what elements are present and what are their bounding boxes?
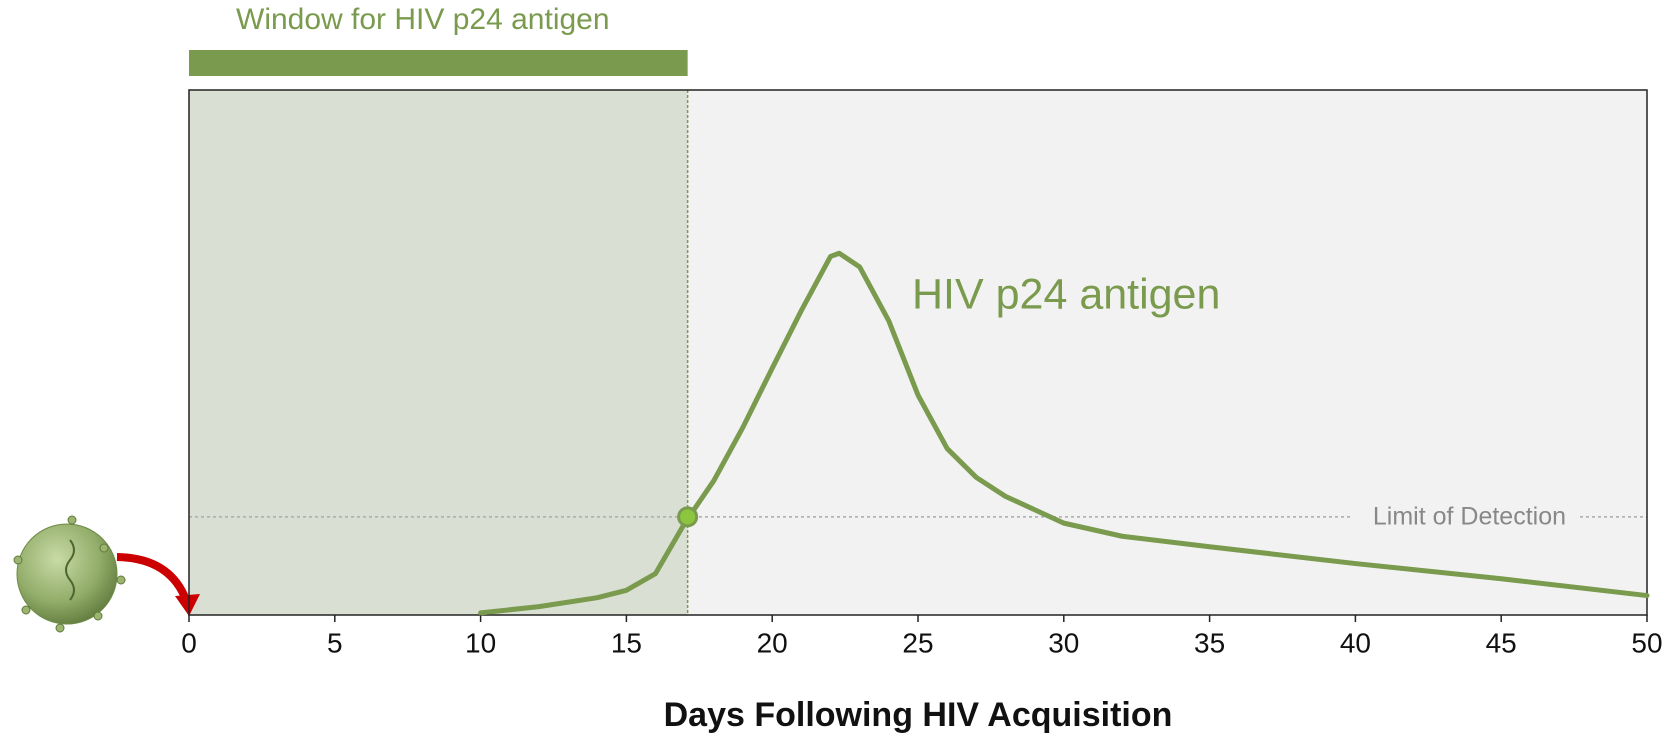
x-tick-label: 5 [327, 627, 343, 658]
x-tick-label: 20 [757, 627, 788, 658]
arrow-head [175, 594, 200, 616]
virus-icon [13, 515, 126, 633]
x-tick-label: 30 [1048, 627, 1079, 658]
x-tick-label: 45 [1486, 627, 1517, 658]
series-label: HIV p24 antigen [912, 270, 1220, 318]
x-axis-label: Days Following HIV Acquisition [664, 696, 1173, 734]
x-tick-label: 40 [1340, 627, 1371, 658]
x-tick-label: 15 [611, 627, 642, 658]
window-bar [189, 50, 688, 76]
window-label: Window for HIV p24 antigen [236, 3, 610, 36]
x-tick-label: 35 [1194, 627, 1225, 658]
x-tick-label: 50 [1631, 627, 1662, 658]
series-line [478, 250, 1650, 616]
arrow [116, 553, 190, 602]
x-tick-label: 25 [902, 627, 933, 658]
x-tick-label: 0 [181, 627, 197, 658]
lod-label: Limit of Detection [1373, 502, 1566, 530]
window-region [189, 90, 688, 615]
x-tick-label: 10 [465, 627, 496, 658]
detection-point [677, 506, 699, 528]
